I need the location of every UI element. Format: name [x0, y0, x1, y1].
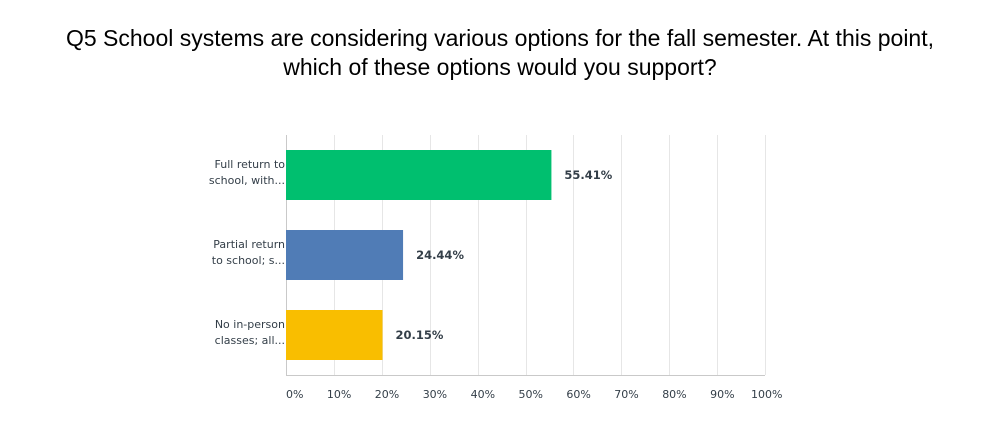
x-tick-label: 50% [519, 388, 543, 401]
x-tick-label: 60% [566, 388, 590, 401]
category-label: school, with... [209, 174, 285, 187]
x-tick-label: 90% [710, 388, 734, 401]
category-label: No in-person [215, 318, 285, 331]
chart-title: Q5 School systems are considering variou… [0, 24, 1000, 82]
bar [286, 150, 552, 200]
data-label: 24.44% [416, 248, 464, 262]
category-label: Full return to [215, 158, 286, 171]
x-tick-label: 10% [327, 388, 351, 401]
bar [286, 230, 404, 280]
x-tick-label: 100% [751, 388, 782, 401]
bar [286, 310, 383, 360]
x-tick-label: 0% [286, 388, 303, 401]
category-label: Partial return [213, 238, 285, 251]
x-tick-label: 70% [614, 388, 638, 401]
x-tick-label: 40% [471, 388, 495, 401]
data-label: 55.41% [564, 168, 612, 182]
category-label: to school; s... [212, 254, 285, 267]
chart-title-line-2: which of these options would you support… [283, 54, 717, 80]
data-label: 20.15% [396, 328, 444, 342]
chart-title-line-1: Q5 School systems are considering variou… [65, 25, 935, 51]
category-label: classes; all... [215, 334, 285, 347]
x-tick-label: 30% [423, 388, 447, 401]
x-tick-label: 20% [375, 388, 399, 401]
x-tick-label: 80% [662, 388, 686, 401]
